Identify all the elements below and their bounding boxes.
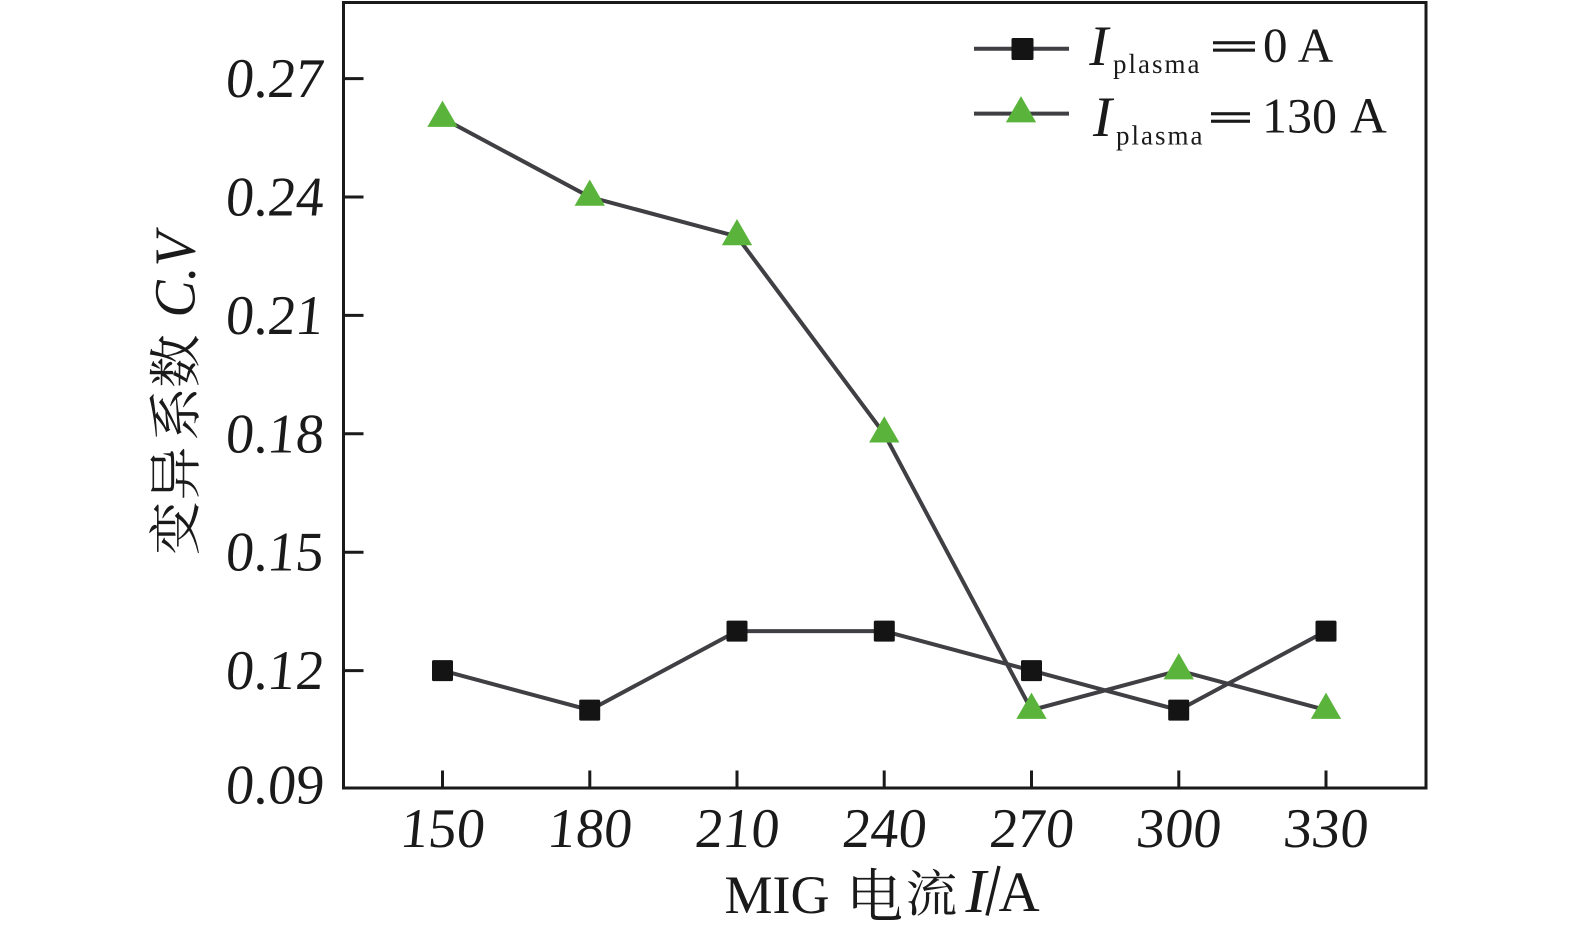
svg-text:0.18: 0.18 — [223, 403, 326, 465]
svg-text:0.15: 0.15 — [223, 522, 326, 584]
svg-text:240: 240 — [840, 798, 929, 860]
svg-text:180: 180 — [545, 798, 634, 860]
svg-text:330: 330 — [1281, 798, 1371, 860]
svg-text:C.V: C.V — [143, 226, 208, 317]
svg-text:300: 300 — [1133, 798, 1223, 860]
svg-text:0.09: 0.09 — [223, 755, 326, 817]
svg-text:0.24: 0.24 — [223, 167, 326, 229]
svg-text:0: 0 — [1263, 18, 1288, 73]
svg-text:0.12: 0.12 — [223, 640, 326, 702]
svg-text:0.21: 0.21 — [223, 285, 326, 347]
svg-text:A: A — [1298, 18, 1334, 73]
svg-text:210: 210 — [693, 798, 782, 860]
svg-text:MIG: MIG — [725, 865, 830, 925]
svg-text:0.27: 0.27 — [223, 48, 328, 110]
svg-text:plasma: plasma — [1113, 49, 1201, 79]
svg-text:plasma: plasma — [1116, 120, 1204, 150]
svg-text:A: A — [1350, 89, 1387, 145]
svg-text:130: 130 — [1262, 88, 1337, 144]
svg-text:I: I — [965, 858, 990, 926]
svg-text:270: 270 — [987, 798, 1076, 860]
svg-text:I: I — [1092, 86, 1115, 149]
svg-text:A: A — [999, 861, 1040, 924]
svg-text:150: 150 — [398, 798, 487, 860]
svg-text:I: I — [1088, 15, 1111, 78]
